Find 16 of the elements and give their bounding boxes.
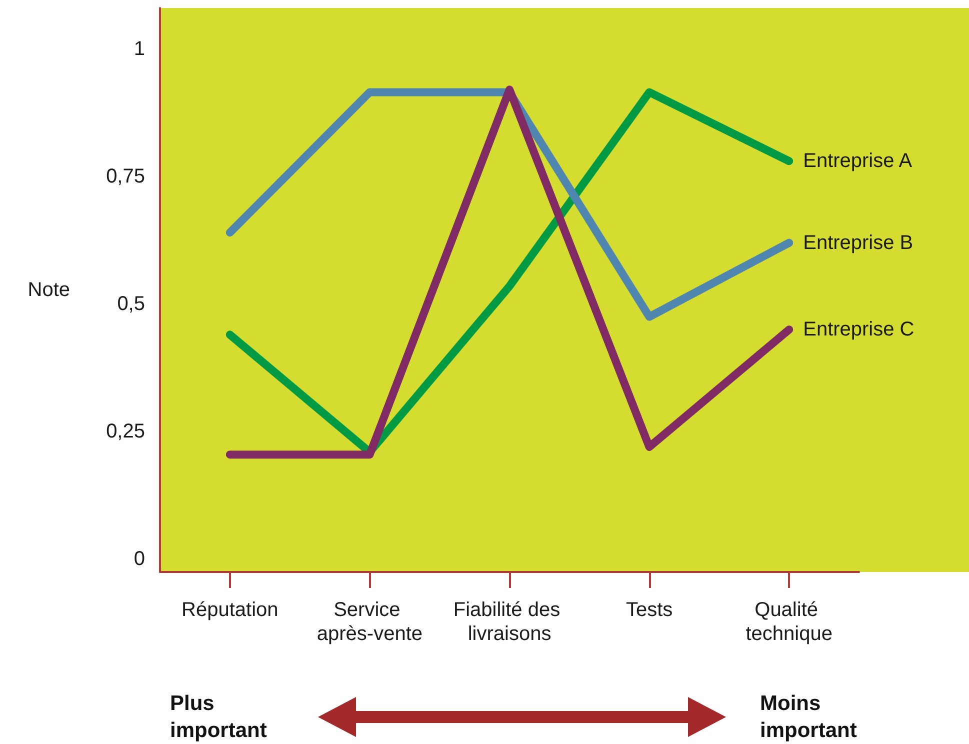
y-axis-title: Note [28, 279, 70, 301]
x-tick-label: Tests [626, 599, 673, 621]
text: Moins important [760, 692, 857, 742]
text: Plus important [170, 692, 267, 742]
x-tick-label: Fiabilité des livraisons [453, 599, 566, 645]
x-tick-label: Service après-vente [316, 599, 423, 645]
series-label: Entreprise A [803, 150, 913, 172]
series-label: Entreprise C [803, 318, 914, 341]
y-tick-label: 0 [134, 548, 145, 570]
y-tick-label: 0,75 [106, 165, 145, 188]
y-tick-label: 1 [134, 38, 145, 60]
x-tick-label: Qualité technique [746, 599, 832, 645]
series-label: Entreprise B [803, 232, 914, 254]
y-tick-label: 0,5 [117, 293, 145, 316]
x-tick-label: Réputation [182, 599, 278, 621]
y-tick-label: 0,25 [106, 420, 145, 443]
